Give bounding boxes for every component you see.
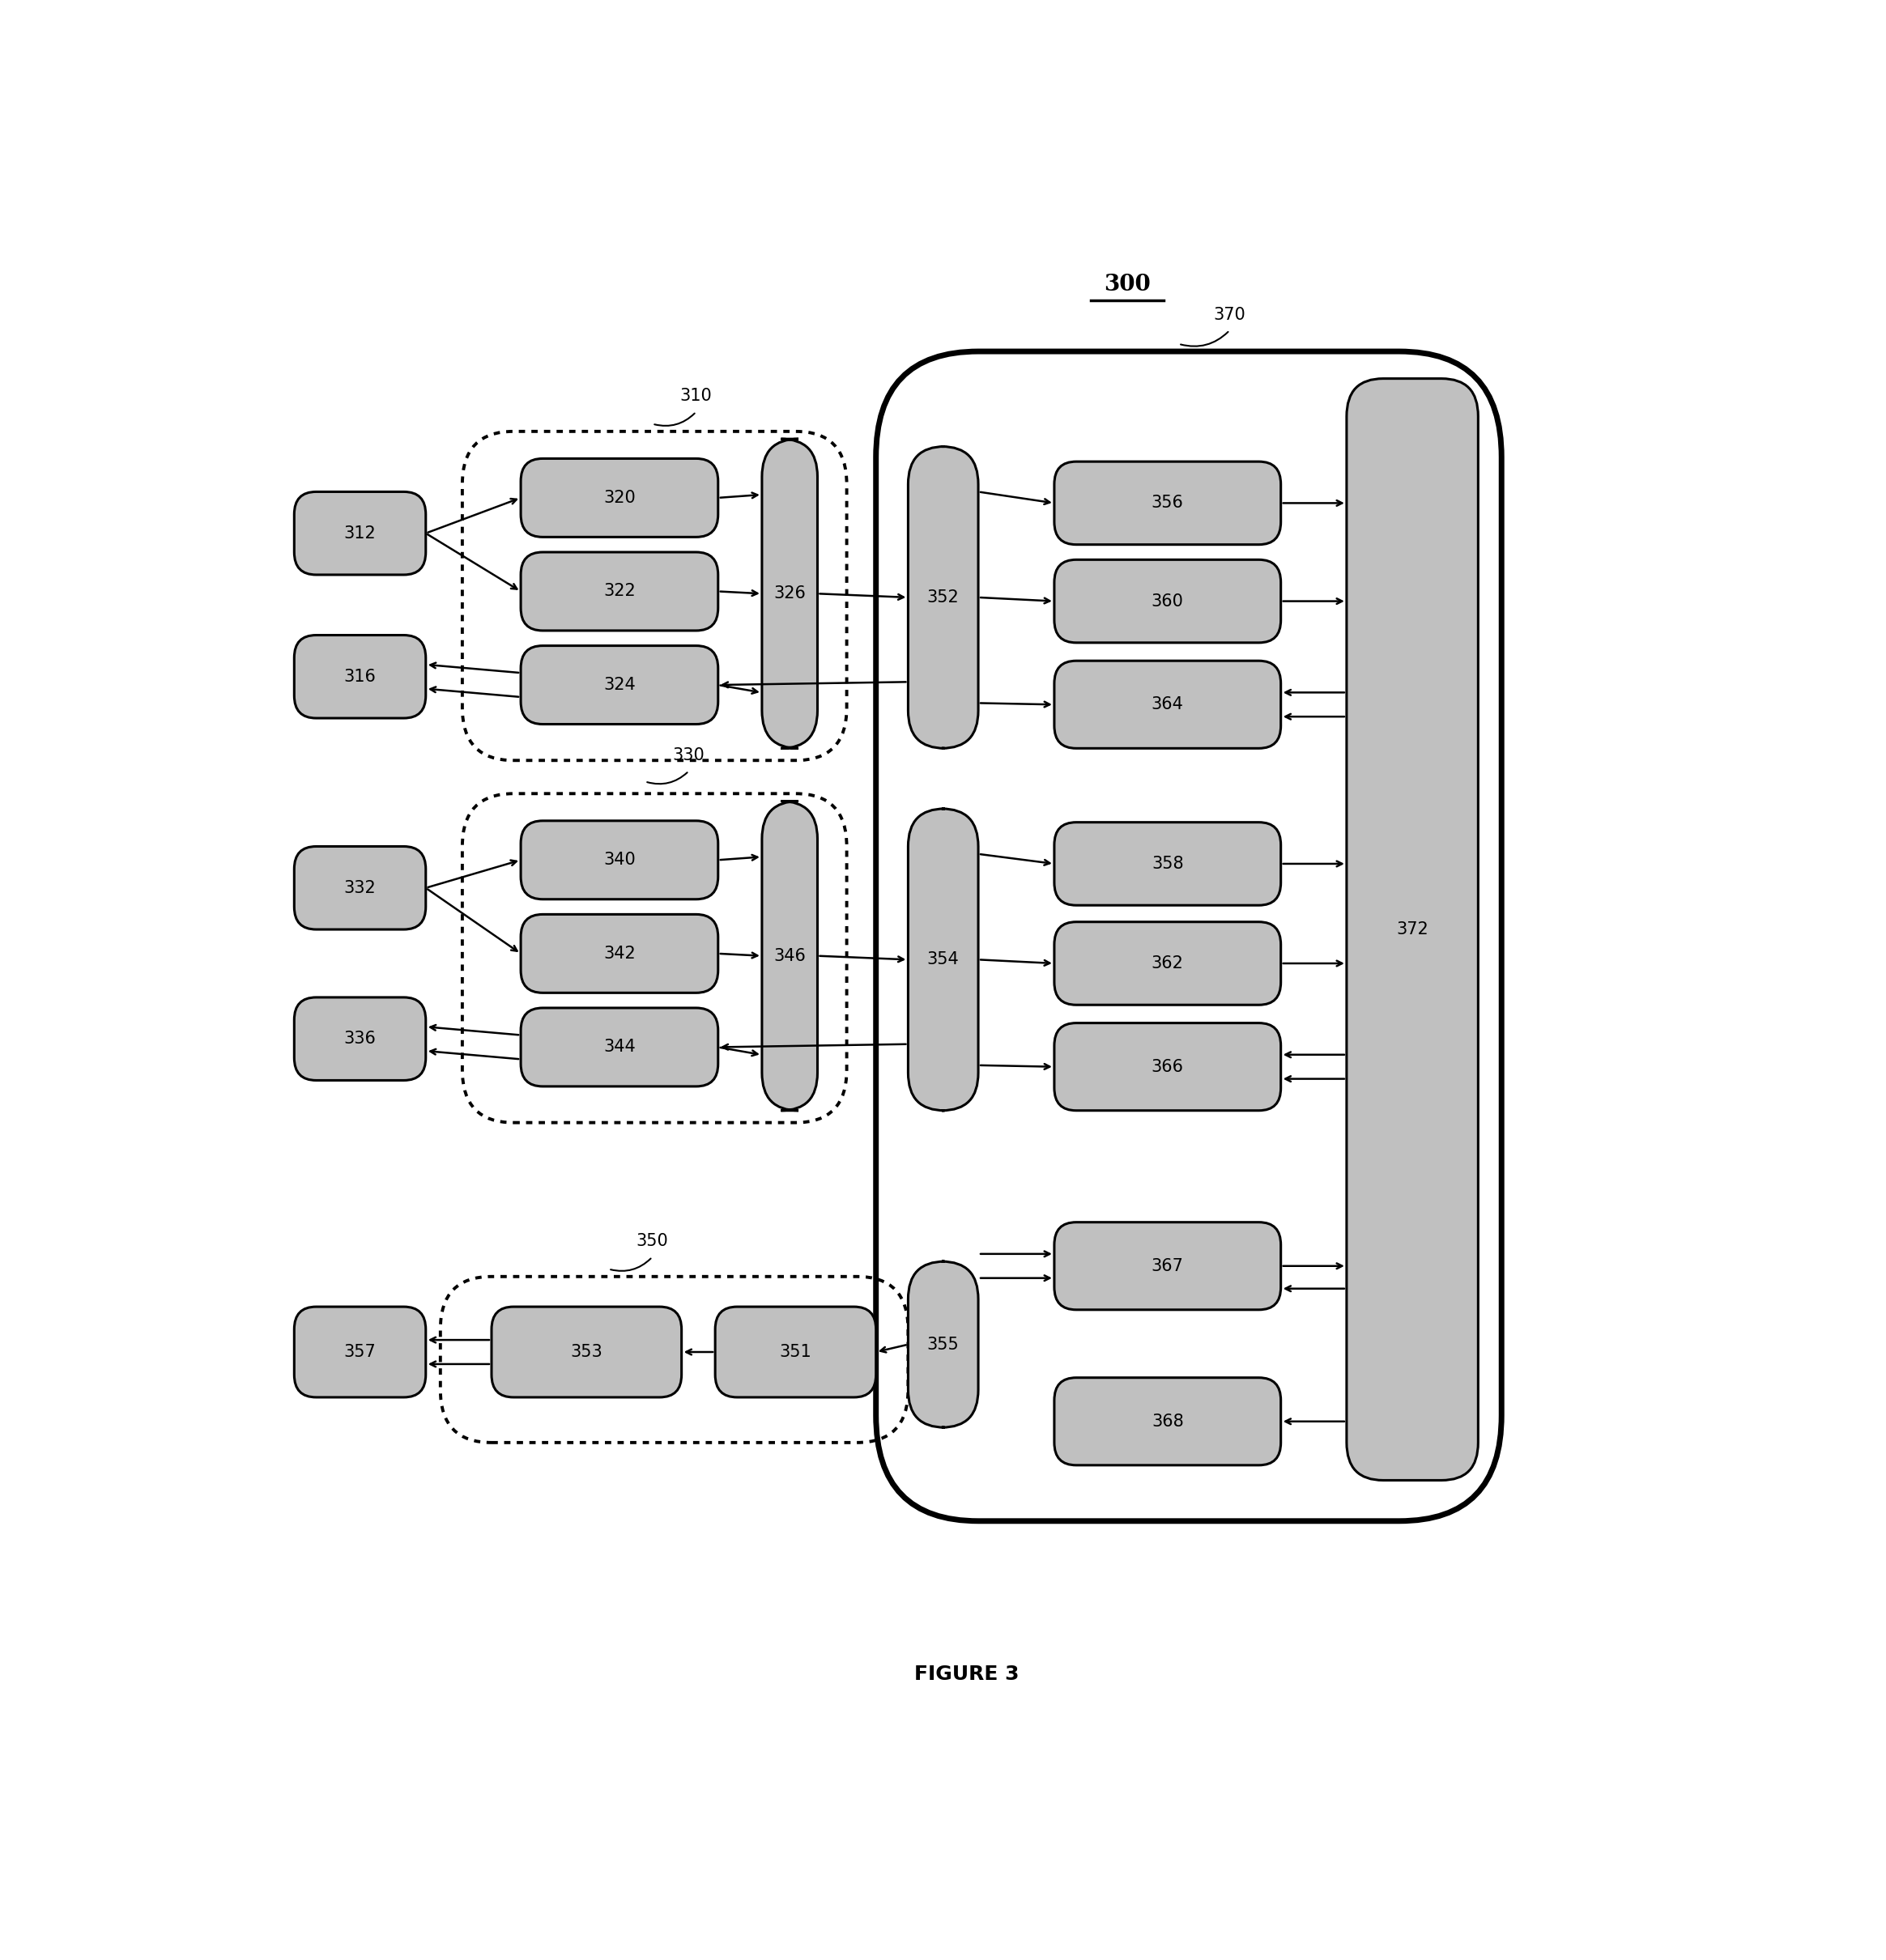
FancyBboxPatch shape [909,809,979,1111]
FancyBboxPatch shape [909,1262,979,1427]
FancyBboxPatch shape [521,459,719,537]
Text: 320: 320 [604,490,636,506]
FancyBboxPatch shape [1054,1378,1281,1466]
Text: 324: 324 [604,676,636,694]
Text: 358: 358 [1152,857,1184,872]
Text: 351: 351 [779,1345,811,1360]
Text: 330: 330 [673,747,705,762]
FancyBboxPatch shape [521,913,719,994]
FancyBboxPatch shape [294,1307,426,1397]
FancyBboxPatch shape [294,492,426,574]
Text: 342: 342 [604,945,636,962]
FancyBboxPatch shape [1054,823,1281,906]
Text: 326: 326 [773,586,805,602]
Text: 366: 366 [1150,1058,1184,1074]
Text: 332: 332 [343,880,375,896]
Text: 300: 300 [1103,274,1150,296]
Text: 350: 350 [636,1233,668,1249]
Text: 367: 367 [1152,1258,1184,1274]
FancyBboxPatch shape [1054,461,1281,545]
Text: 372: 372 [1396,921,1428,937]
FancyBboxPatch shape [521,645,719,723]
FancyBboxPatch shape [762,439,817,749]
Text: 360: 360 [1152,594,1184,610]
FancyBboxPatch shape [1054,1223,1281,1309]
FancyBboxPatch shape [492,1307,681,1397]
Text: 322: 322 [604,584,636,600]
Text: 336: 336 [343,1031,375,1047]
FancyBboxPatch shape [1054,661,1281,749]
Text: 357: 357 [343,1345,375,1360]
FancyBboxPatch shape [909,447,979,749]
FancyBboxPatch shape [762,802,817,1111]
FancyBboxPatch shape [521,1007,719,1086]
Text: 316: 316 [343,668,375,684]
Text: 356: 356 [1152,496,1184,512]
FancyBboxPatch shape [521,821,719,900]
FancyBboxPatch shape [1054,921,1281,1005]
FancyBboxPatch shape [715,1307,875,1397]
Text: 353: 353 [570,1345,604,1360]
Text: FIGURE 3: FIGURE 3 [915,1664,1018,1684]
Text: 354: 354 [928,951,960,968]
FancyBboxPatch shape [294,635,426,717]
Text: 346: 346 [773,949,805,964]
FancyBboxPatch shape [521,553,719,631]
Text: 340: 340 [604,853,636,868]
FancyBboxPatch shape [1054,1023,1281,1111]
Text: 368: 368 [1152,1413,1184,1429]
Text: 362: 362 [1152,955,1184,972]
Text: 310: 310 [681,388,713,404]
Text: 344: 344 [604,1039,636,1054]
FancyBboxPatch shape [1054,561,1281,643]
Text: 312: 312 [343,525,375,541]
Text: 352: 352 [928,590,960,606]
FancyBboxPatch shape [294,847,426,929]
FancyBboxPatch shape [294,998,426,1080]
FancyBboxPatch shape [1347,378,1479,1480]
Text: 370: 370 [1213,306,1247,323]
Text: 364: 364 [1152,696,1184,713]
Text: 355: 355 [928,1337,960,1352]
